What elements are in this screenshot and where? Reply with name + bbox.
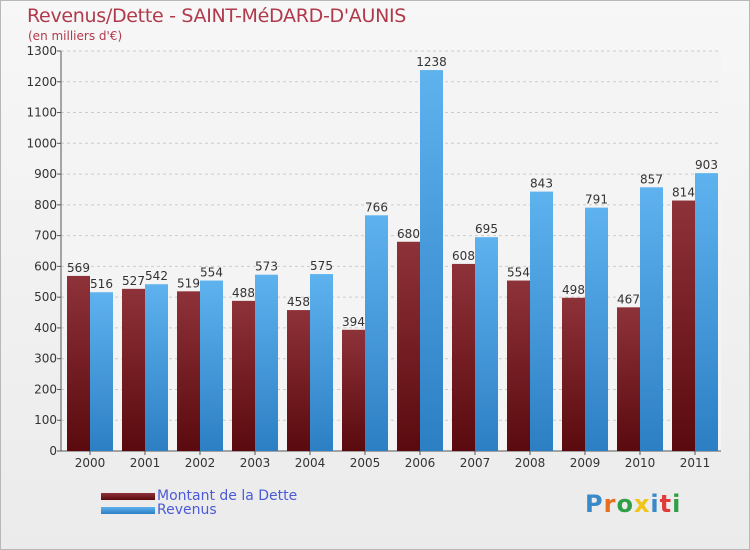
data-label-dette-2002: 519 xyxy=(177,276,200,290)
x-tick-label-2005: 2005 xyxy=(350,456,381,470)
x-tick-label-2009: 2009 xyxy=(570,456,601,470)
legend-swatch-revenus xyxy=(101,506,155,514)
bar-revenus-2004 xyxy=(310,274,333,451)
data-label-dette-2009: 498 xyxy=(562,283,585,297)
bar-revenus-2002 xyxy=(200,280,223,451)
data-label-dette-2010: 467 xyxy=(617,292,640,306)
data-label-revenus-2011: 903 xyxy=(695,158,718,172)
bar-revenus-2003 xyxy=(255,274,278,451)
legend-swatch-dette xyxy=(101,492,155,500)
y-tick-label: 700 xyxy=(34,229,57,243)
data-label-dette-2001: 527 xyxy=(122,274,145,288)
x-tick-label-2007: 2007 xyxy=(460,456,491,470)
data-label-dette-2004: 458 xyxy=(287,295,310,309)
bar-revenus-2000 xyxy=(90,292,113,451)
proxiti-logo: Proxiti xyxy=(585,490,681,518)
bar-dette-2001 xyxy=(122,288,145,451)
x-tick-label-2000: 2000 xyxy=(75,456,106,470)
y-tick-label: 400 xyxy=(34,321,57,335)
data-label-revenus-2007: 695 xyxy=(475,222,498,236)
bar-dette-2008 xyxy=(507,280,530,451)
bar-revenus-2008 xyxy=(530,191,553,451)
bar-dette-2005 xyxy=(342,329,365,451)
logo-letter: P xyxy=(585,490,604,518)
x-tick-label-2008: 2008 xyxy=(515,456,546,470)
bar-revenus-2006 xyxy=(420,70,443,452)
data-label-revenus-2005: 766 xyxy=(365,200,388,214)
logo-letter: i xyxy=(672,490,682,518)
plot-area xyxy=(61,51,721,451)
y-tick-label: 300 xyxy=(34,352,57,366)
legend-label-dette: Montant de la Dette xyxy=(157,488,298,504)
data-label-dette-2008: 554 xyxy=(507,266,530,280)
bar-dette-2006 xyxy=(397,241,420,451)
logo-letter: x xyxy=(633,490,651,518)
chart-title: Revenus/Dette - SAINT-MéDARD-D'AUNIS xyxy=(27,5,407,27)
x-tick-label-2004: 2004 xyxy=(295,456,326,470)
y-tick-label: 600 xyxy=(34,259,57,273)
data-label-revenus-2000: 516 xyxy=(90,277,113,291)
x-tick-label-2003: 2003 xyxy=(240,456,271,470)
bar-revenus-2009 xyxy=(585,207,608,451)
legend-item-revenus: Revenus xyxy=(101,502,217,518)
bar-revenus-2001 xyxy=(145,284,168,451)
x-tick-label-2001: 2001 xyxy=(130,456,161,470)
data-label-revenus-2006: 1238 xyxy=(416,55,447,69)
bar-dette-2000 xyxy=(67,275,90,451)
data-label-revenus-2002: 554 xyxy=(200,266,223,280)
y-tick-label: 1000 xyxy=(26,136,57,150)
legend-item-dette: Montant de la Dette xyxy=(101,488,297,504)
bar-dette-2007 xyxy=(452,263,475,451)
logo-letter: i xyxy=(650,490,660,518)
chart-subtitle: (en milliers d'€) xyxy=(28,29,123,43)
y-tick-label: 1300 xyxy=(26,44,57,58)
y-tick-label: 900 xyxy=(34,167,57,181)
bar-dette-2004 xyxy=(287,310,310,451)
data-label-dette-2011: 814 xyxy=(672,186,695,200)
logo-letter: r xyxy=(603,490,617,518)
x-tick-label-2011: 2011 xyxy=(680,456,711,470)
y-tick-label: 500 xyxy=(34,290,57,304)
data-label-revenus-2001: 542 xyxy=(145,269,168,283)
y-tick-label: 100 xyxy=(34,413,57,427)
bar-dette-2011 xyxy=(672,200,695,451)
y-tick-label: 1100 xyxy=(26,106,57,120)
y-tick-label: 200 xyxy=(34,382,57,396)
logo-letter: t xyxy=(659,490,673,518)
bar-revenus-2005 xyxy=(365,215,388,451)
y-tick-label: 800 xyxy=(34,198,57,212)
data-label-revenus-2003: 573 xyxy=(255,260,278,274)
x-tick-label-2002: 2002 xyxy=(185,456,216,470)
data-label-dette-2006: 680 xyxy=(397,227,420,241)
bar-revenus-2010 xyxy=(640,187,663,452)
y-tick-label: 0 xyxy=(49,444,57,458)
bar-revenus-2007 xyxy=(475,237,498,451)
data-label-revenus-2008: 843 xyxy=(530,177,553,191)
bar-dette-2003 xyxy=(232,300,255,451)
data-label-revenus-2010: 857 xyxy=(640,172,663,186)
bar-revenus-2011 xyxy=(695,173,718,451)
data-label-dette-2007: 608 xyxy=(452,249,475,263)
x-tick-label-2006: 2006 xyxy=(405,456,436,470)
data-label-dette-2003: 488 xyxy=(232,286,255,300)
data-label-revenus-2004: 575 xyxy=(310,259,333,273)
y-tick-label: 1200 xyxy=(26,75,57,89)
logo-letter: o xyxy=(616,490,634,518)
data-label-revenus-2009: 791 xyxy=(585,193,608,207)
bar-dette-2002 xyxy=(177,291,200,451)
legend-label-revenus: Revenus xyxy=(157,502,217,518)
bar-dette-2010 xyxy=(617,307,640,451)
x-tick-label-2010: 2010 xyxy=(625,456,656,470)
data-label-dette-2005: 394 xyxy=(342,315,365,329)
data-label-dette-2000: 569 xyxy=(67,261,90,275)
bar-dette-2009 xyxy=(562,297,585,451)
